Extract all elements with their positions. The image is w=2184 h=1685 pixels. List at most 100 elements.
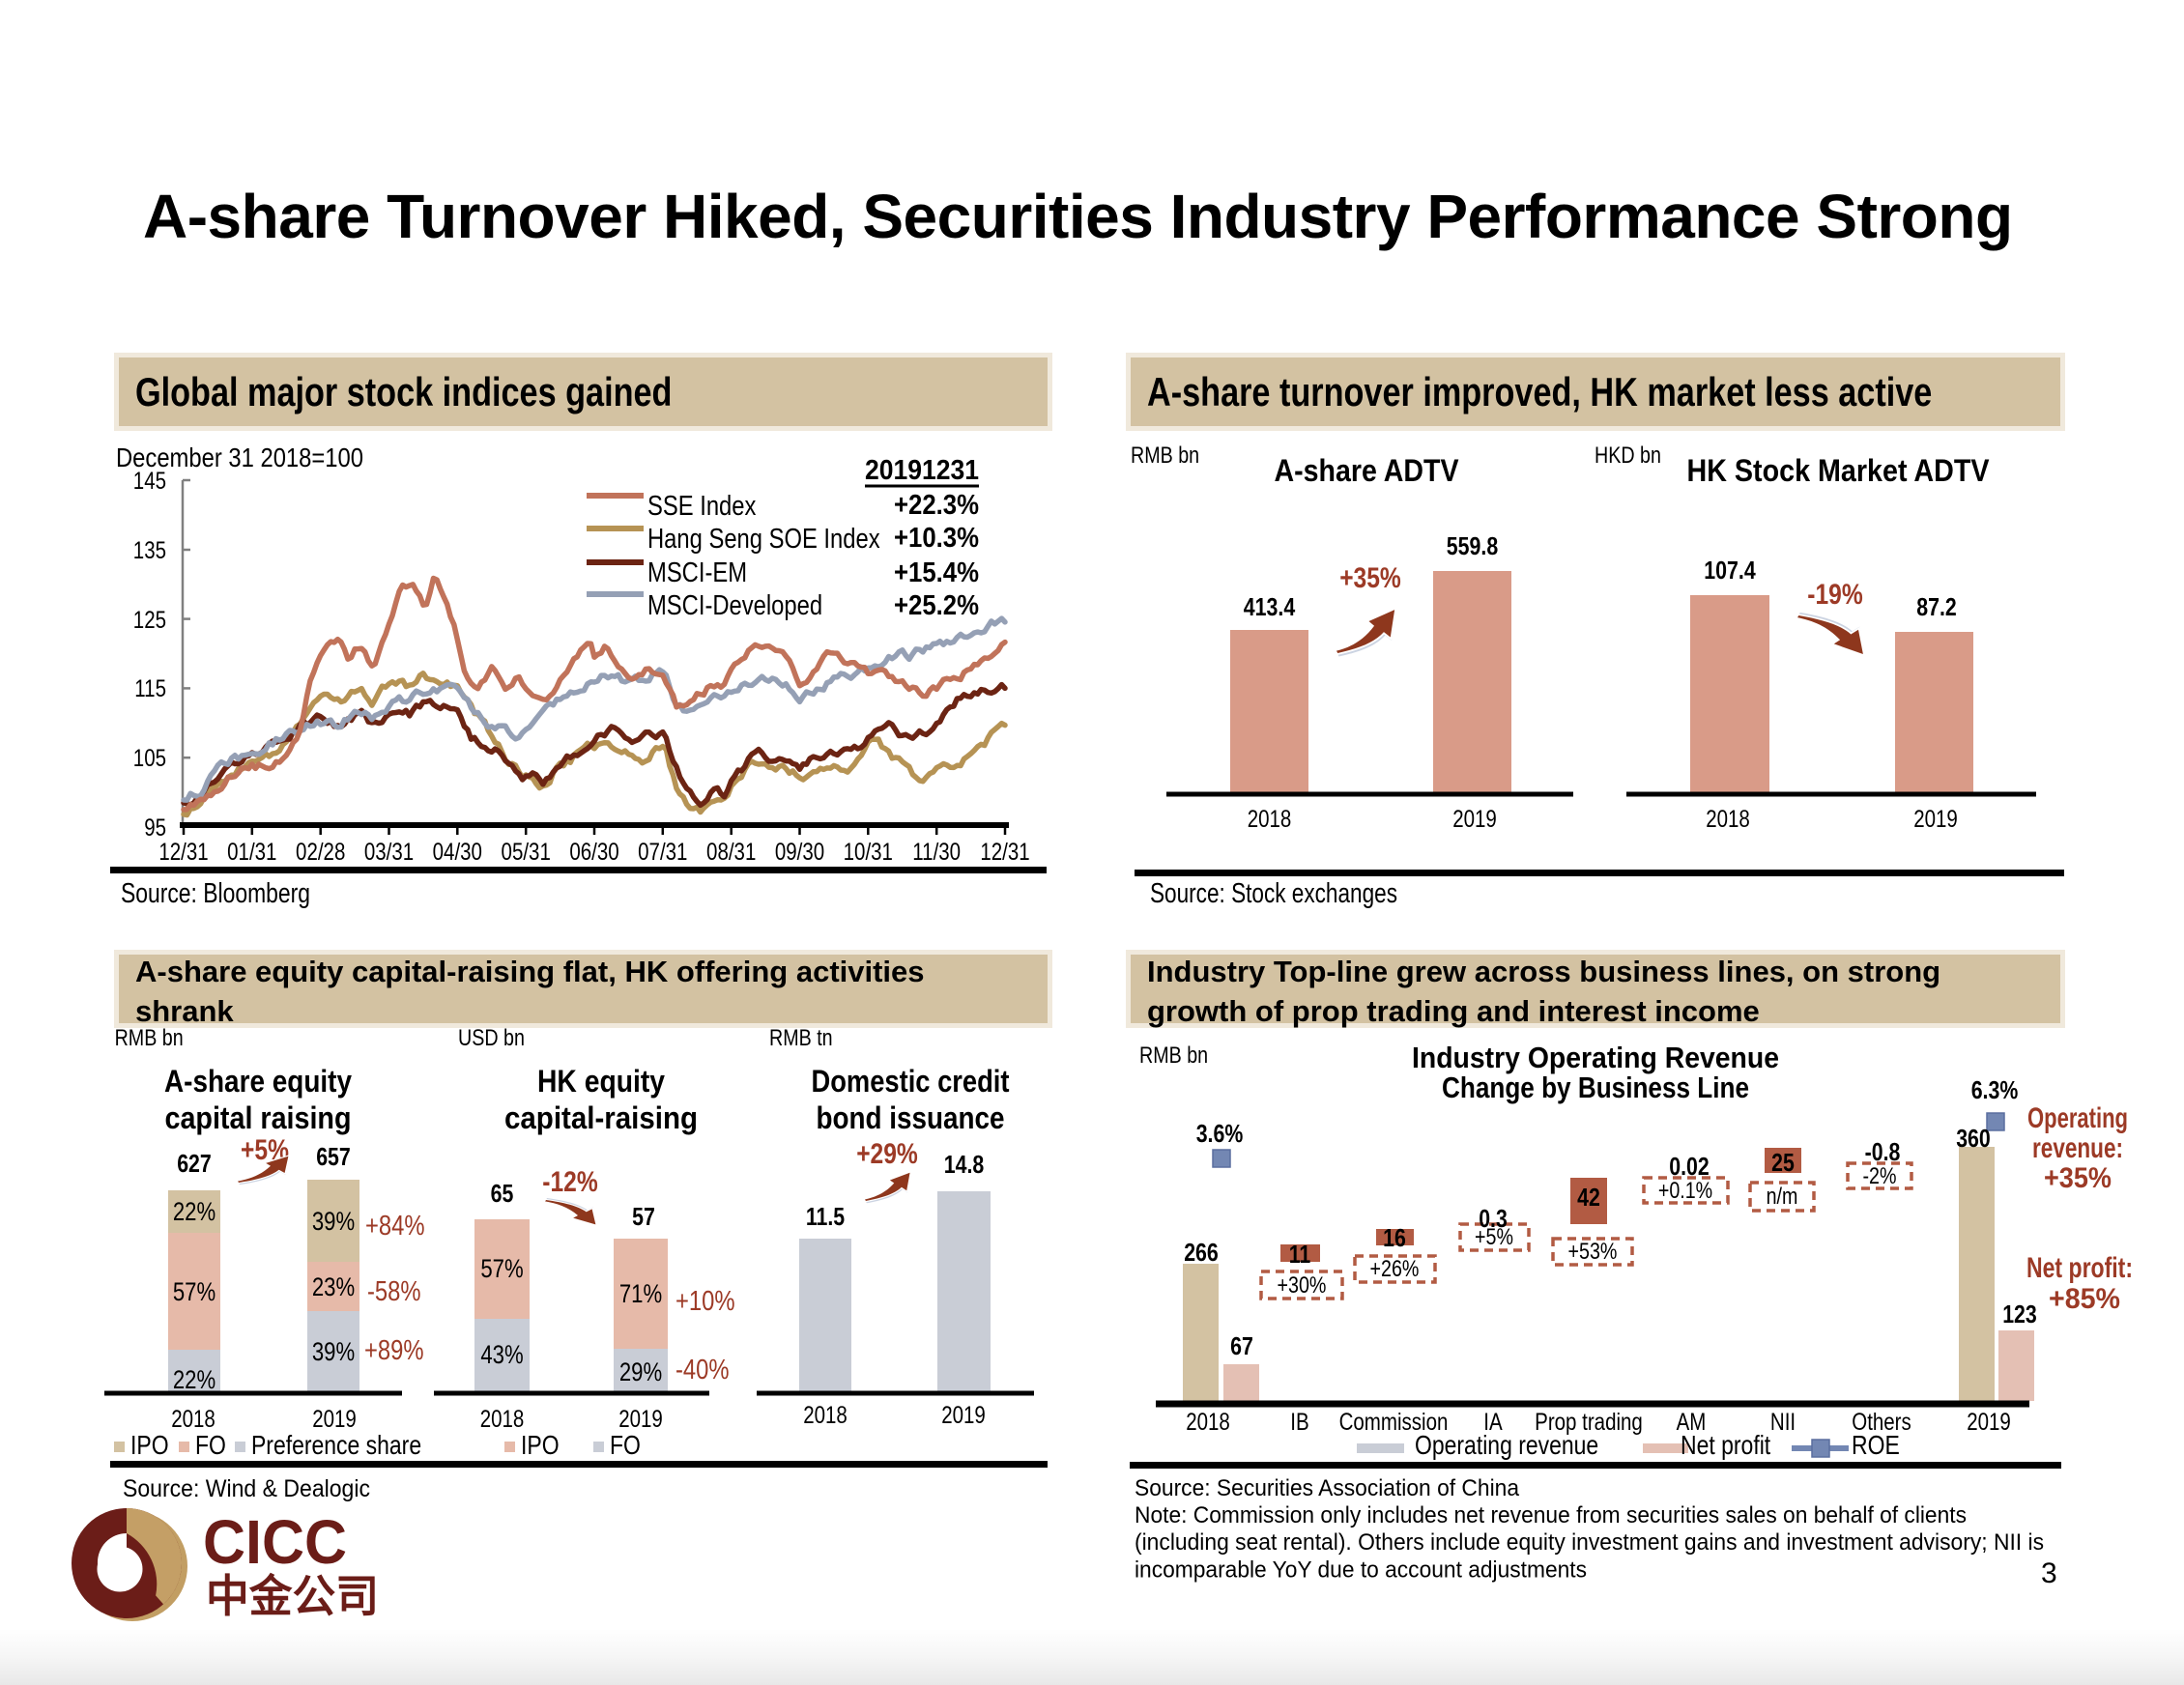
svg-text:HKD bn: HKD bn: [1595, 443, 1661, 469]
svg-text:MSCI-EM: MSCI-EM: [647, 557, 747, 588]
svg-text:revenue:: revenue:: [2032, 1132, 2123, 1164]
svg-text:Hang Seng SOE Index: Hang Seng SOE Index: [647, 524, 880, 555]
svg-text:2019: 2019: [1967, 1409, 2011, 1436]
svg-text:123: 123: [2002, 1299, 2037, 1328]
svg-text:HK equity: HK equity: [537, 1064, 665, 1099]
svg-text:01/31: 01/31: [227, 839, 276, 866]
svg-text:57%: 57%: [480, 1254, 523, 1283]
svg-text:87.2: 87.2: [1916, 592, 1957, 621]
svg-text:bond issuance: bond issuance: [817, 1100, 1005, 1135]
svg-text:IB: IB: [1290, 1409, 1308, 1436]
svg-text:+15.4%: +15.4%: [894, 557, 979, 588]
svg-text:IA: IA: [1483, 1409, 1503, 1436]
svg-text:Preference share: Preference share: [251, 1430, 421, 1460]
svg-text:+26%: +26%: [1370, 1256, 1420, 1282]
svg-text:Prop trading: Prop trading: [1535, 1409, 1643, 1436]
svg-text:20191231: 20191231: [865, 455, 979, 486]
svg-text:2018: 2018: [1248, 806, 1292, 833]
svg-text:2018: 2018: [1706, 806, 1750, 833]
svg-text:+84%: +84%: [365, 1211, 425, 1242]
svg-text:USD bn: USD bn: [458, 1025, 525, 1051]
svg-text:3: 3: [2041, 1557, 2057, 1589]
svg-text:6.3%: 6.3%: [1971, 1075, 2019, 1104]
svg-text:627: 627: [177, 1149, 212, 1178]
svg-text:December 31 2018=100: December 31 2018=100: [116, 443, 363, 472]
svg-text:29%: 29%: [619, 1357, 662, 1386]
svg-text:Operating revenue: Operating revenue: [1415, 1430, 1598, 1460]
svg-text:FO: FO: [610, 1430, 641, 1460]
svg-text:57%: 57%: [173, 1277, 216, 1306]
svg-text:Others: Others: [1852, 1409, 1911, 1436]
svg-text:3.6%: 3.6%: [1196, 1119, 1244, 1148]
svg-text:Change by Business Line: Change by Business Line: [1442, 1071, 1749, 1104]
svg-text:-40%: -40%: [675, 1355, 730, 1385]
svg-text:22%: 22%: [173, 1365, 216, 1394]
svg-text:2018: 2018: [1186, 1409, 1230, 1436]
svg-text:中金公司: 中金公司: [206, 1571, 379, 1621]
svg-text:+22.3%: +22.3%: [894, 490, 979, 521]
svg-text:2018: 2018: [171, 1406, 216, 1433]
svg-text:23%: 23%: [312, 1272, 355, 1301]
svg-text:02/28: 02/28: [296, 839, 345, 866]
svg-text:107.4: 107.4: [1704, 556, 1756, 585]
svg-text:n/m: n/m: [1767, 1184, 1798, 1210]
svg-text:135: 135: [133, 537, 166, 564]
svg-text:2019: 2019: [312, 1406, 357, 1433]
svg-text:-0.8: -0.8: [1865, 1137, 1901, 1166]
svg-text:266: 266: [1184, 1238, 1219, 1267]
svg-text:AM: AM: [1677, 1409, 1707, 1436]
svg-text:2019: 2019: [941, 1402, 986, 1429]
svg-text:413.4: 413.4: [1244, 592, 1296, 621]
svg-text:+35%: +35%: [1339, 562, 1401, 594]
svg-text:ROE: ROE: [1852, 1430, 1900, 1460]
svg-text:2018: 2018: [480, 1406, 525, 1433]
svg-text:Domestic credit: Domestic credit: [812, 1064, 1010, 1099]
svg-text:FO: FO: [195, 1430, 226, 1460]
svg-text:04/30: 04/30: [433, 839, 482, 866]
svg-text:65: 65: [491, 1179, 514, 1208]
svg-text:09/30: 09/30: [775, 839, 824, 866]
svg-text:Net profit:: Net profit:: [2026, 1252, 2133, 1284]
svg-text:105: 105: [133, 745, 166, 772]
svg-text:125: 125: [133, 607, 166, 634]
svg-text:57: 57: [632, 1202, 655, 1231]
svg-text:12/31: 12/31: [158, 839, 208, 866]
svg-text:+25.2%: +25.2%: [894, 590, 979, 621]
svg-text:Source: Wind & Dealogic: Source: Wind & Dealogic: [123, 1475, 370, 1502]
svg-text:657: 657: [316, 1142, 351, 1171]
svg-text:incomparable YoY due to accoun: incomparable YoY due to account adjustme…: [1135, 1557, 1587, 1584]
svg-text:Industry Operating Revenue: Industry Operating Revenue: [1412, 1041, 1779, 1074]
svg-text:(including seat rental). Other: (including seat rental). Others include …: [1135, 1529, 2044, 1556]
svg-text:RMB bn: RMB bn: [1131, 443, 1199, 469]
svg-text:Source: Bloomberg: Source: Bloomberg: [121, 878, 310, 909]
svg-text:RMB tn: RMB tn: [769, 1025, 833, 1051]
svg-text:SSE Index: SSE Index: [647, 491, 757, 522]
svg-text:-2%: -2%: [1863, 1163, 1897, 1189]
svg-text:Source: Securities Association: Source: Securities Association of China: [1135, 1475, 1520, 1501]
svg-text:Operating: Operating: [2027, 1102, 2128, 1134]
svg-text:115: 115: [134, 675, 166, 702]
svg-text:NII: NII: [1770, 1409, 1796, 1436]
svg-text:67: 67: [1230, 1331, 1253, 1360]
svg-text:71%: 71%: [619, 1279, 662, 1308]
svg-text:RMB bn: RMB bn: [115, 1025, 184, 1051]
svg-text:39%: 39%: [312, 1337, 355, 1366]
svg-text:RMB bn: RMB bn: [1139, 1042, 1208, 1069]
svg-text:06/30: 06/30: [569, 839, 618, 866]
svg-text:11.5: 11.5: [806, 1202, 845, 1231]
svg-text:+10.3%: +10.3%: [894, 523, 979, 554]
svg-text:+29%: +29%: [856, 1138, 918, 1170]
svg-text:+30%: +30%: [1278, 1272, 1327, 1299]
svg-text:+89%: +89%: [364, 1335, 424, 1366]
svg-text:22%: 22%: [173, 1197, 216, 1226]
svg-text:+85%: +85%: [2049, 1283, 2120, 1315]
svg-text:43%: 43%: [480, 1340, 523, 1369]
svg-text:2018: 2018: [803, 1402, 848, 1429]
svg-text:16: 16: [1383, 1223, 1406, 1252]
svg-text:05/31: 05/31: [502, 839, 551, 866]
svg-text:0.3: 0.3: [1479, 1204, 1508, 1233]
svg-text:07/31: 07/31: [638, 839, 687, 866]
svg-text:0.02: 0.02: [1669, 1152, 1710, 1181]
svg-text:42: 42: [1577, 1183, 1600, 1212]
svg-text:03/31: 03/31: [364, 839, 414, 866]
